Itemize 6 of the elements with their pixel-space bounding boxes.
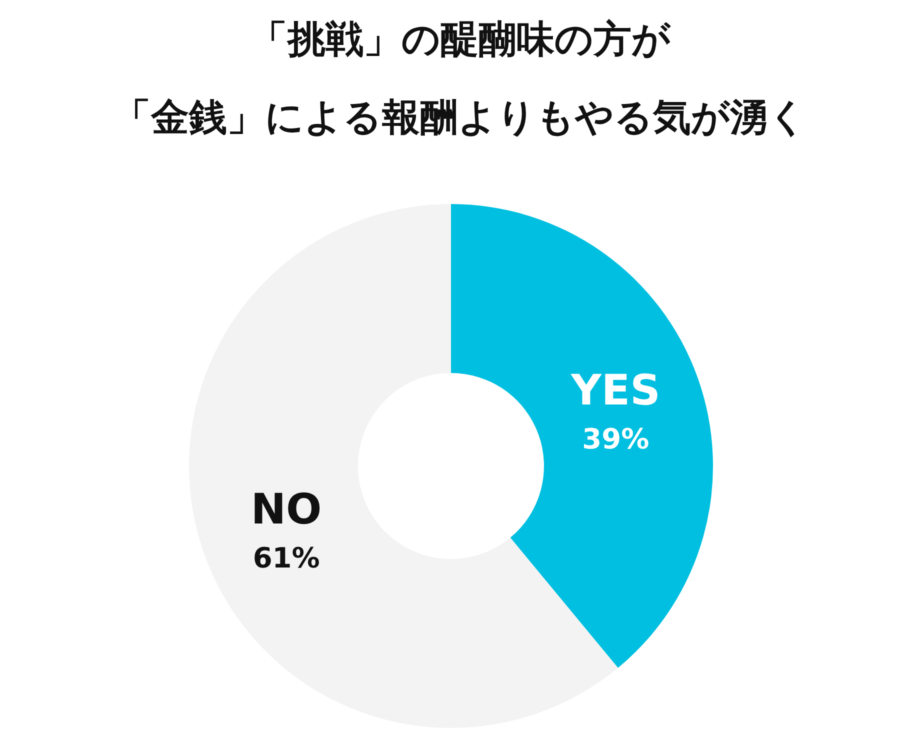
data-label: 61% [252, 541, 320, 574]
chart-subtitle: 「金銭」による報酬よりもやる気が湧く [113, 95, 807, 139]
slice-label: NO [250, 484, 322, 534]
data-label: 39% [582, 422, 650, 456]
chart-title: 「挑戦」の醍醐味の方が [250, 17, 672, 61]
slice-label: YES [570, 366, 660, 415]
